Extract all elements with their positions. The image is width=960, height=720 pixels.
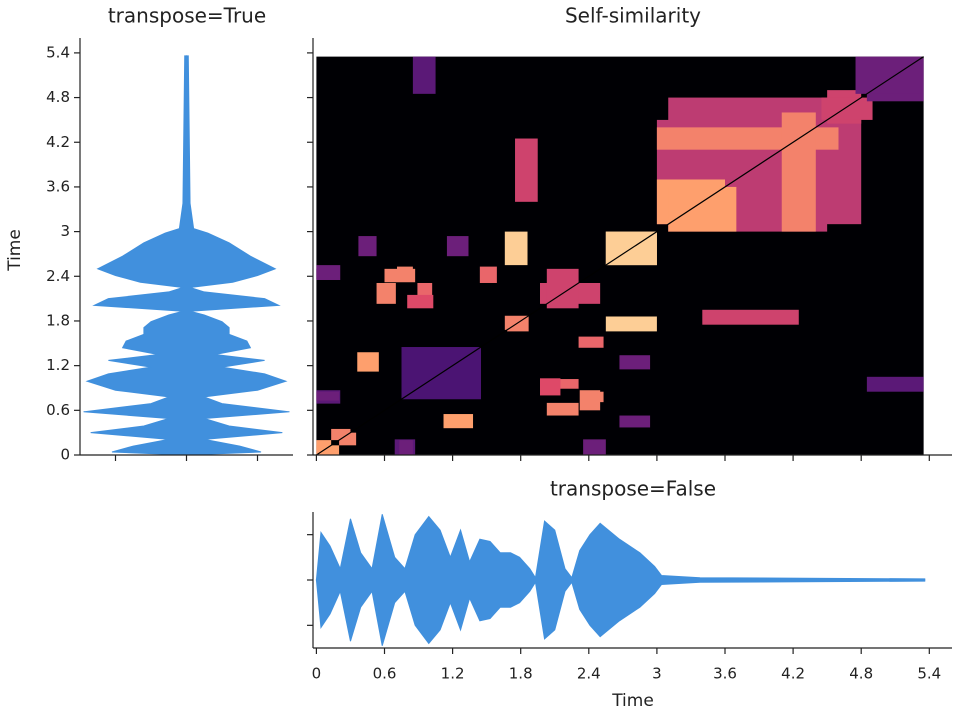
x-tick-label: 1.2 — [441, 665, 465, 683]
heatmap-cell — [376, 282, 396, 304]
y-tick-label: 1.8 — [46, 311, 70, 329]
heatmap-cell — [358, 236, 377, 257]
heatmap-cell — [412, 56, 436, 94]
heatmap-cell — [316, 268, 340, 280]
x-tick-label: 2.4 — [577, 665, 601, 683]
heatmap-cell — [443, 414, 474, 429]
heatmap-cell — [331, 428, 351, 441]
waveform-area — [83, 55, 187, 456]
x-tick-label: 3 — [652, 665, 662, 683]
x-tick-label: 5.4 — [917, 665, 941, 683]
y-tick-label: 0.6 — [46, 401, 70, 419]
panel-title: transpose=False — [550, 477, 716, 501]
heatmap-cell — [781, 112, 816, 232]
heatmap-cell — [584, 440, 601, 455]
heatmap-cell — [316, 440, 332, 455]
heatmap-cell — [578, 336, 604, 348]
heatmap-cell — [668, 186, 737, 232]
x-tick-label: 0 — [312, 665, 322, 683]
x-tick-label: 4.2 — [781, 665, 805, 683]
heatmap-cell — [619, 415, 651, 428]
heatmap-cell — [605, 316, 657, 332]
x-tick-label: 1.8 — [509, 665, 533, 683]
heatmap-cell — [579, 390, 601, 411]
heatmap-cell — [702, 309, 799, 325]
heatmap-cell — [504, 231, 528, 266]
heatmap-cell — [546, 402, 579, 416]
heatmap-cell — [316, 391, 340, 401]
waveform-area — [315, 579, 926, 646]
y-tick-label: 3.6 — [46, 177, 70, 195]
heatmap-cell — [866, 376, 924, 392]
y-tick-label: 5.4 — [46, 43, 70, 61]
heatmap-cell — [446, 236, 469, 257]
x-tick-label: 0.6 — [373, 665, 397, 683]
panel-title: Self-similarity — [565, 4, 701, 28]
y-tick-label: 1.2 — [46, 356, 70, 374]
heatmap-cell — [619, 355, 651, 370]
y-tick-label: 4.2 — [46, 133, 70, 151]
y-tick-label: 2.4 — [46, 267, 70, 285]
heatmap-cell — [546, 379, 579, 389]
heatmap-cell — [399, 440, 413, 455]
heatmap-cell — [539, 378, 561, 396]
panel-title: transpose=True — [108, 4, 266, 28]
heatmap-cell — [546, 268, 579, 309]
y-tick-label: 3 — [60, 222, 70, 240]
heatmap-cell — [357, 352, 379, 372]
x-axis-label: Time — [611, 691, 654, 711]
y-tick-label: 4.8 — [46, 88, 70, 106]
y-axis-label: Time — [5, 229, 25, 272]
y-tick-label: 0 — [60, 446, 70, 464]
x-tick-label: 3.6 — [713, 665, 737, 683]
waveform-area — [315, 514, 926, 581]
heatmap-cell — [384, 268, 416, 283]
heatmap-cell — [407, 294, 434, 309]
heatmap-cell — [855, 56, 922, 94]
x-tick-label: 4.8 — [849, 665, 873, 683]
diagonal — [316, 56, 924, 456]
heatmap-cell — [821, 97, 873, 120]
waveform-area — [186, 55, 290, 456]
heatmap-cell — [515, 138, 538, 202]
heatmap-cell — [479, 266, 497, 283]
heatmap-cell — [507, 316, 529, 332]
